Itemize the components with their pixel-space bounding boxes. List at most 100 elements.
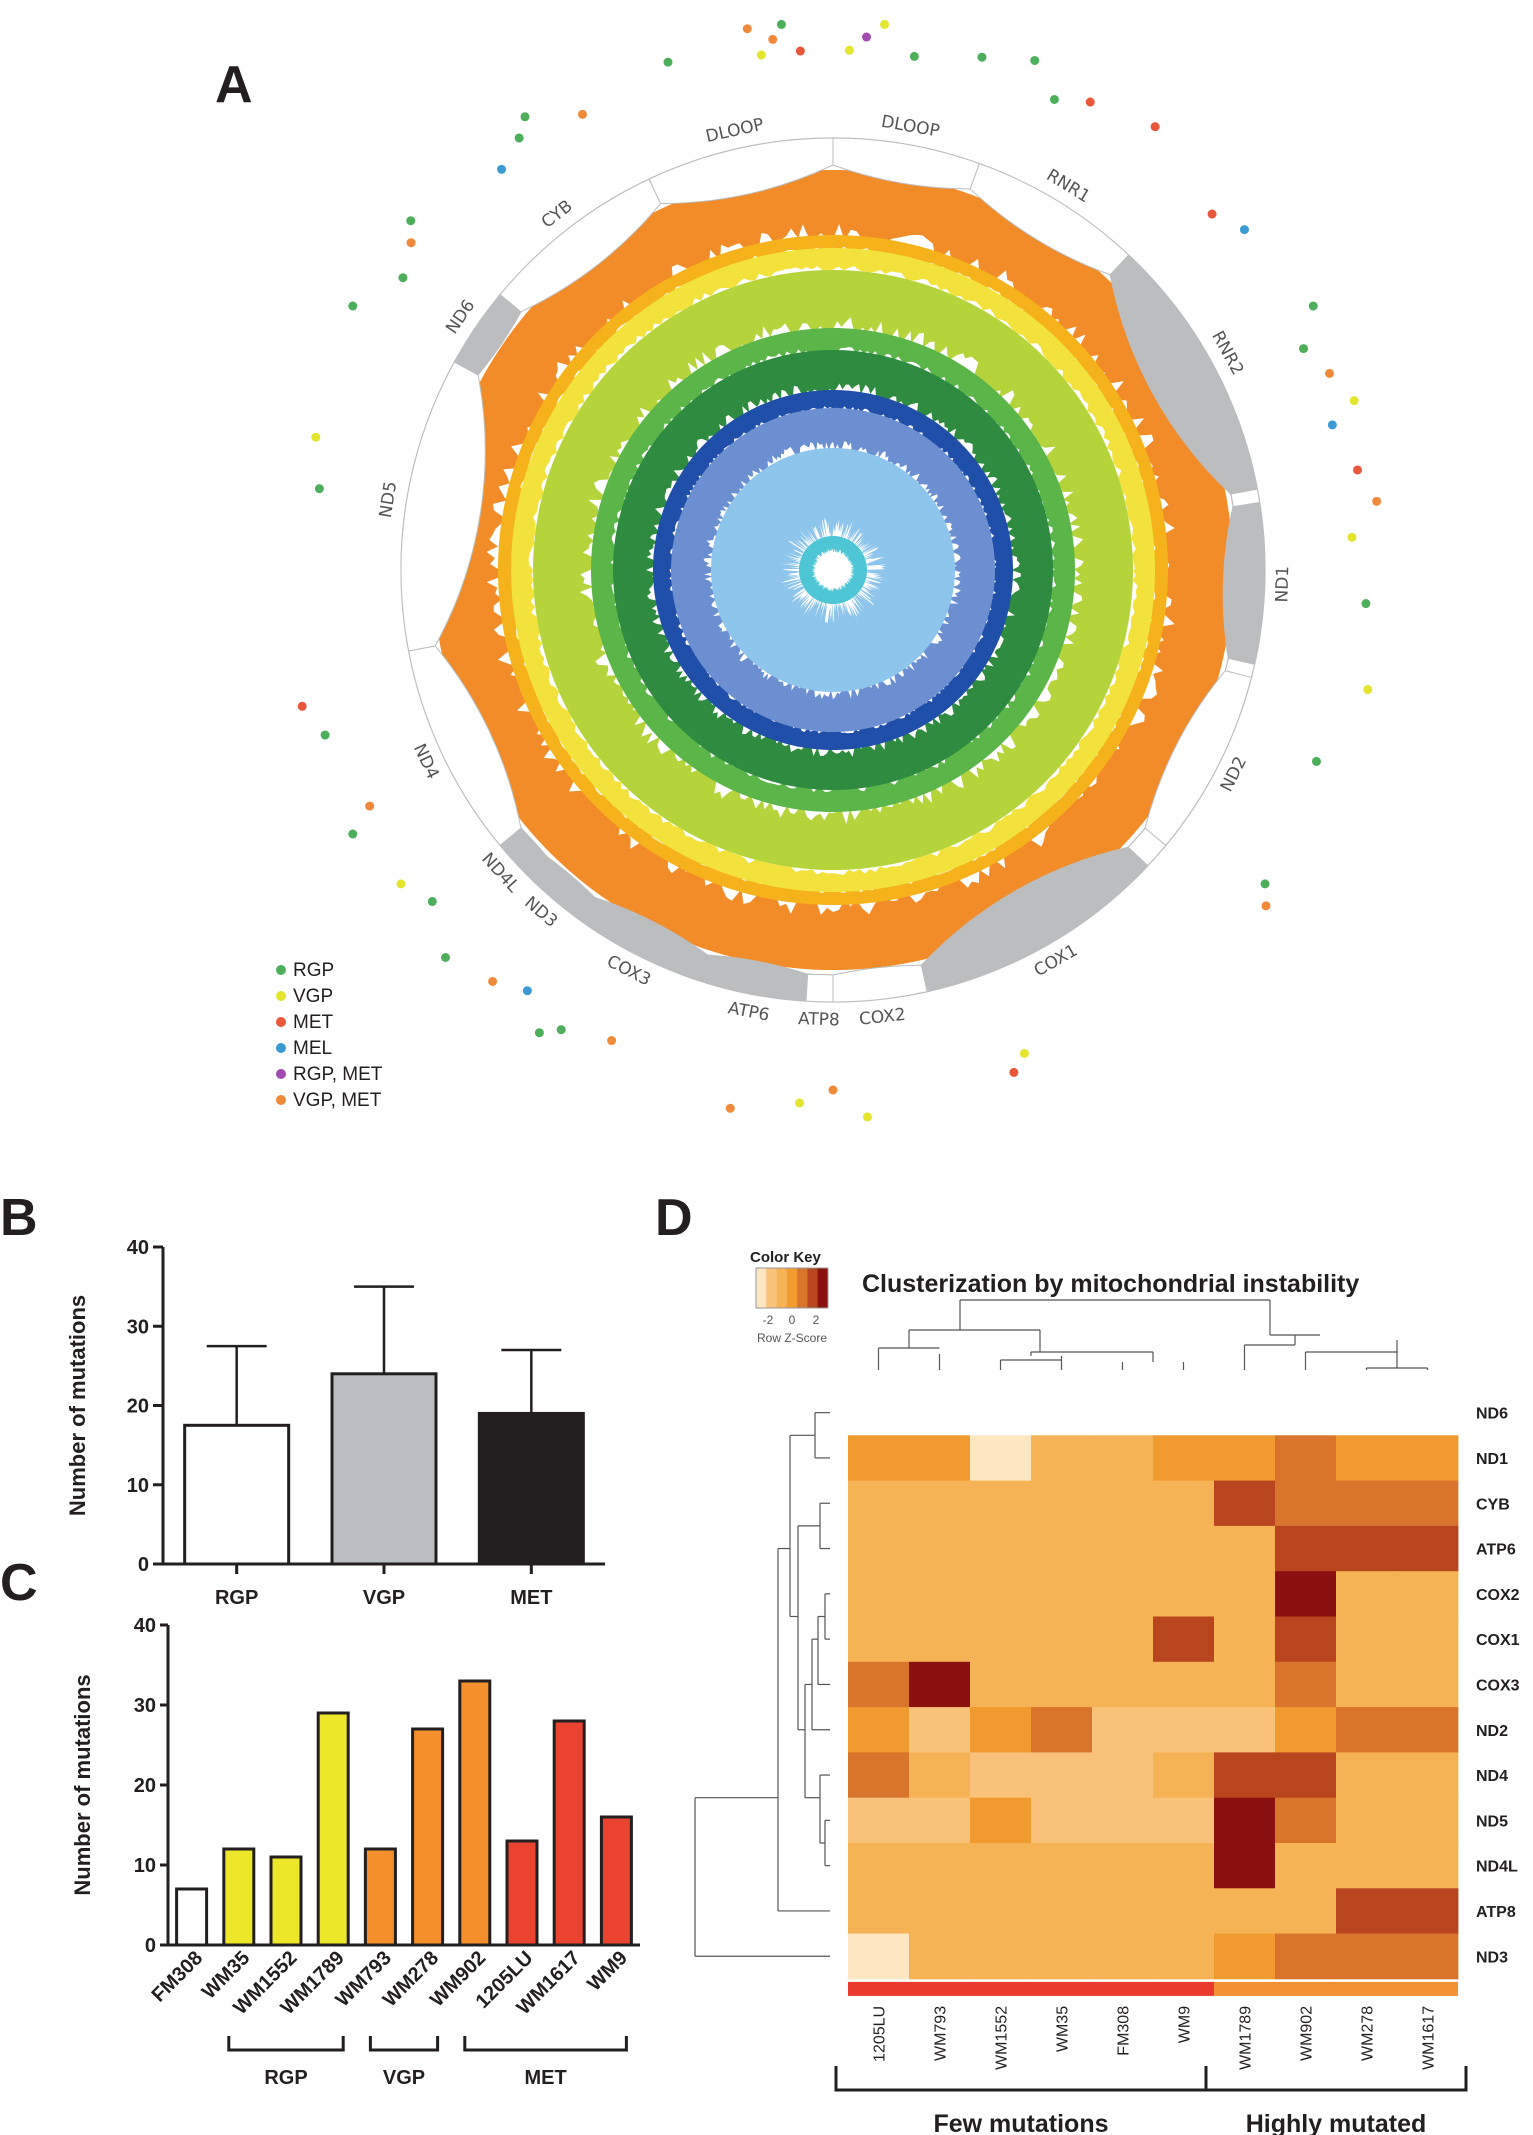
mutation-dot <box>1347 532 1357 542</box>
heatmap-cell <box>1153 1616 1215 1663</box>
heatmap-cell <box>1336 1707 1398 1753</box>
mutation-dot <box>577 109 587 119</box>
mutation-dot <box>497 164 507 174</box>
y-axis-title-b: Number of mutations <box>65 1295 90 1516</box>
bar-c-wm902 <box>458 1679 492 1947</box>
mutation-dot <box>1327 420 1337 430</box>
gene-segment-atp8 <box>805 973 834 1003</box>
legend-label: VGP, MET <box>293 1090 382 1111</box>
heatmap-cell <box>1031 1480 1093 1527</box>
coverage-ring-10 <box>799 536 867 604</box>
legend-label: RGP <box>293 960 334 981</box>
heatmap-cell <box>1153 1843 1215 1889</box>
heatmap-row-label: ATP6 <box>1476 1542 1516 1559</box>
heatmap-cell <box>1031 1435 1093 1481</box>
y-tick-label-c: 20 <box>134 1775 156 1797</box>
mutation-dot <box>663 57 673 67</box>
legend-dot-rgp <box>276 965 286 975</box>
heatmap-cell <box>1092 1843 1154 1889</box>
bar-c-wm1617 <box>552 1719 586 1947</box>
color-key-swatch <box>817 1268 829 1308</box>
y-tick-label-b: 10 <box>127 1475 149 1497</box>
y-tick-label-b: 30 <box>127 1316 149 1338</box>
mutation-dot <box>314 484 324 494</box>
heatmap-cell <box>1153 1480 1215 1527</box>
mutation-dot <box>756 50 766 60</box>
heatmap-cell <box>970 1797 1032 1844</box>
x-tick-label-b: VGP <box>363 1587 405 1609</box>
heatmap-cell <box>1092 1661 1154 1708</box>
color-key-label: Row Z-Score <box>757 1331 827 1345</box>
heatmap-cell <box>1214 1571 1276 1617</box>
mutation-dot <box>1239 225 1249 235</box>
y-tick-label-c: 30 <box>134 1695 156 1717</box>
mutation-dot <box>1030 55 1040 65</box>
heatmap-cell <box>1275 1933 1337 1980</box>
mutation-dot <box>427 896 437 906</box>
heatmap-cell <box>1397 1752 1459 1799</box>
color-key-swatch <box>807 1268 819 1308</box>
bar-c-wm1552 <box>269 1855 303 1947</box>
gene-label: ATP6 <box>726 998 771 1025</box>
mutation-dot <box>514 133 524 143</box>
heatmap-cell <box>1336 1752 1398 1799</box>
coverage-ring-9 <box>711 448 955 692</box>
gene-label: ND1 <box>1272 566 1293 603</box>
bar-c-wm35 <box>222 1847 256 1947</box>
y-tick-label-b: 20 <box>127 1396 149 1418</box>
bar-c-wm1789 <box>316 1711 350 1947</box>
mutation-dot <box>1150 122 1160 132</box>
mutation-dot <box>909 51 919 61</box>
heatmap-cell <box>1153 1752 1215 1799</box>
heatmap-row-label: ND2 <box>1476 1723 1508 1740</box>
mutation-dot <box>828 1085 838 1095</box>
mutation-dot <box>725 1103 735 1113</box>
mutation-dot <box>1261 901 1271 911</box>
heatmap-cell <box>1031 1616 1093 1663</box>
legend-dot-mel <box>276 1043 286 1053</box>
heatmap-cell <box>970 1707 1032 1753</box>
mutation-dot <box>768 34 778 44</box>
mutation-dot <box>396 879 406 889</box>
y-tick-label-b: 0 <box>138 1554 149 1576</box>
mutation-dot <box>1019 1048 1029 1058</box>
heatmap-cell <box>848 1435 910 1481</box>
heatmap-col-label: WM1552 <box>994 2006 1011 2070</box>
heatmap-cell <box>848 1480 910 1527</box>
heatmap-cell <box>909 1933 971 1980</box>
bar-c-wm278 <box>411 1727 445 1947</box>
group-bracket-d <box>834 2066 1208 2092</box>
group-label-d: Few mutations <box>933 2110 1108 2135</box>
heatmap-cell <box>848 1571 910 1617</box>
heatmap-cell <box>1092 1933 1154 1980</box>
color-key-swatch <box>786 1268 798 1308</box>
color-key-swatch <box>776 1268 788 1308</box>
x-tick-label-c: FM308 <box>148 1947 208 2007</box>
mutation-dot <box>880 19 890 29</box>
heatmap-cell <box>1336 1933 1398 1980</box>
mutation-dot <box>311 432 321 442</box>
heatmap-cell <box>1336 1480 1398 1527</box>
mutation-dot <box>320 730 330 740</box>
y-axis-title-c: Number of mutations <box>70 1674 95 1895</box>
mutation-dot <box>1361 599 1371 609</box>
heatmap-cell <box>848 1661 910 1708</box>
y-tick-label-c: 40 <box>134 1615 156 1637</box>
gene-segment-cox2 <box>832 964 928 1003</box>
mutation-dot <box>348 301 358 311</box>
mutation-dot <box>1207 209 1217 219</box>
group-color-bar <box>848 1981 1214 1996</box>
heatmap-cell <box>970 1480 1032 1527</box>
heatmap-cell <box>909 1571 971 1617</box>
heatmap-cell <box>1397 1707 1459 1753</box>
gene-segment-nd2 <box>1144 670 1253 847</box>
group-label-c: VGP <box>383 2067 425 2089</box>
mutation-dot <box>348 829 358 839</box>
heatmap-cell <box>1031 1525 1093 1572</box>
heatmap-cell <box>1092 1525 1154 1572</box>
heatmap-cell <box>1153 1661 1215 1708</box>
gene-segment-nd1 <box>1222 501 1266 665</box>
heatmap-cell <box>1214 1616 1276 1663</box>
gene-label: DLOOP <box>704 115 766 147</box>
